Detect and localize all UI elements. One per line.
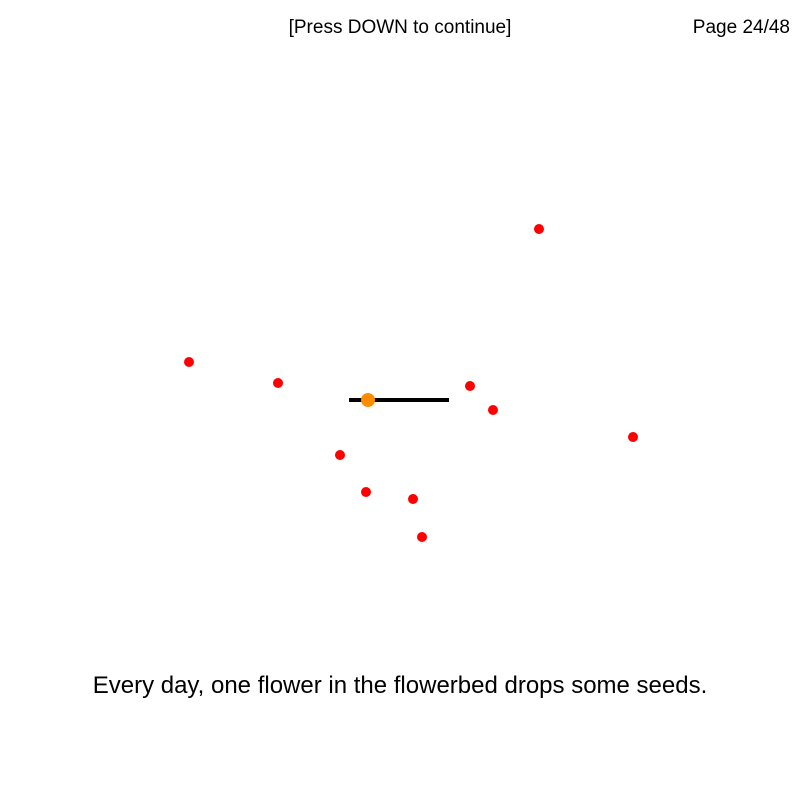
seed [534, 224, 544, 234]
seed [465, 381, 475, 391]
seed [335, 450, 345, 460]
page-counter: Page 24/48 [692, 17, 790, 38]
flower [361, 393, 375, 407]
seed [417, 532, 427, 542]
seed [408, 494, 418, 504]
story-caption: Every day, one flower in the flowerbed d… [92, 672, 708, 699]
seed [488, 405, 498, 415]
seed [361, 487, 371, 497]
continue-hint: [Press DOWN to continue] [288, 17, 512, 38]
seed [273, 378, 283, 388]
seed [628, 432, 638, 442]
seed [184, 357, 194, 367]
